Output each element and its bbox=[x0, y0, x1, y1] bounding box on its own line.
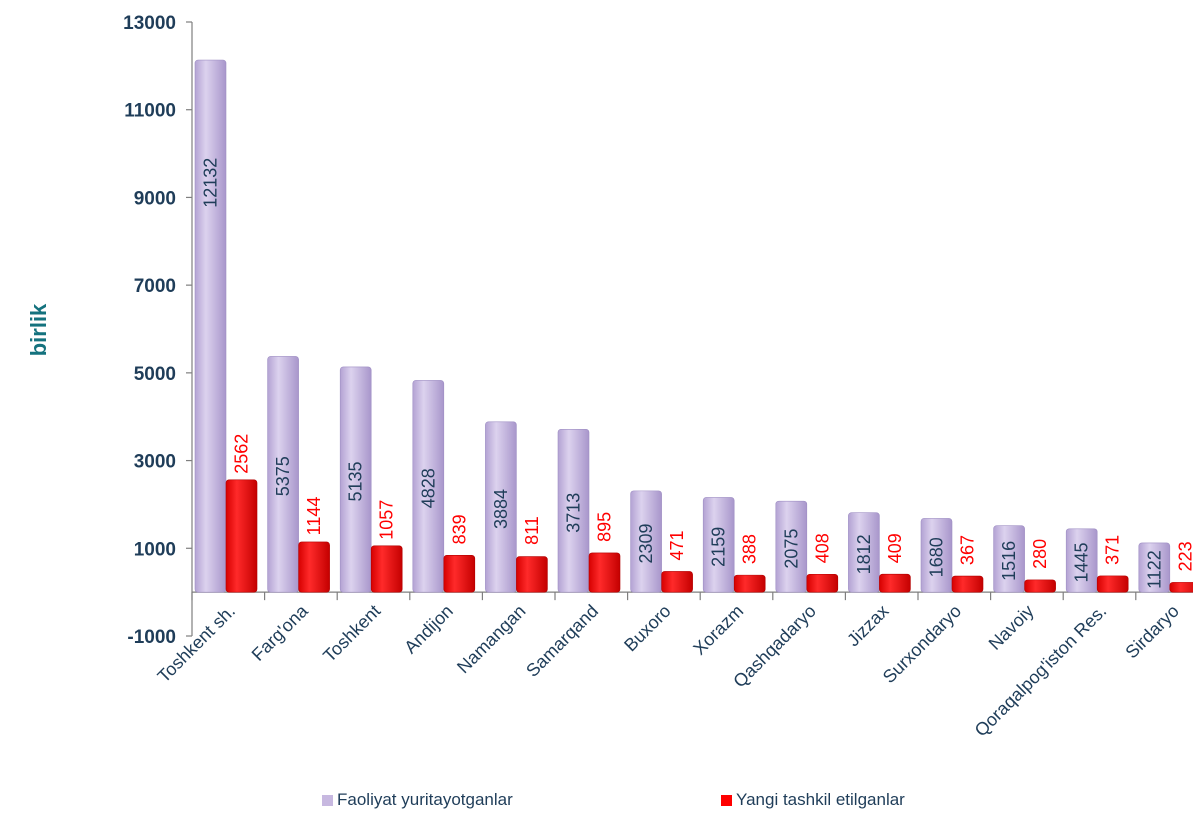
data-label-existing: 5375 bbox=[273, 456, 293, 496]
bar-existing bbox=[630, 490, 662, 593]
category-label: Xorazm bbox=[689, 601, 747, 659]
legend-label-existing: Faoliyat yuritayotganlar bbox=[337, 790, 513, 809]
bar-existing bbox=[993, 525, 1025, 593]
bar-existing bbox=[412, 380, 445, 593]
data-label-new: 409 bbox=[885, 533, 905, 563]
bar-new bbox=[951, 575, 984, 593]
data-label-existing: 3713 bbox=[564, 493, 584, 533]
data-label-existing: 12132 bbox=[201, 158, 221, 208]
bar-new bbox=[879, 573, 911, 593]
bar-new bbox=[298, 541, 330, 593]
bar-new bbox=[443, 555, 476, 593]
data-label-new: 2562 bbox=[232, 434, 252, 474]
category-label: Samarqand bbox=[522, 601, 602, 681]
bar-new bbox=[370, 545, 403, 593]
data-label-new: 408 bbox=[812, 533, 832, 563]
category-label: Toshkent bbox=[319, 601, 384, 666]
y-axis-title: birlik bbox=[26, 303, 51, 356]
data-label-new: 371 bbox=[1103, 535, 1123, 565]
y-tick-label: -1000 bbox=[127, 627, 176, 648]
bar-new bbox=[225, 479, 258, 593]
category-label: Sirdaryo bbox=[1121, 601, 1183, 663]
bar-existing bbox=[267, 356, 299, 593]
y-tick-label: 11000 bbox=[124, 101, 176, 122]
category-label: Navoiy bbox=[985, 601, 1038, 654]
data-label-new: 388 bbox=[740, 534, 760, 564]
category-label: Buxoro bbox=[620, 601, 674, 655]
data-label-new: 223 bbox=[1175, 541, 1193, 571]
data-label-new: 280 bbox=[1030, 539, 1050, 569]
bar-new bbox=[1096, 575, 1129, 593]
bar-new bbox=[1024, 579, 1056, 593]
category-label: Andijon bbox=[400, 601, 457, 658]
bar-existing bbox=[557, 429, 590, 593]
bar-existing bbox=[920, 518, 953, 593]
data-label-existing: 1445 bbox=[1072, 542, 1092, 582]
bar-new bbox=[1169, 582, 1193, 593]
bar-existing bbox=[702, 497, 735, 593]
data-label-existing: 3884 bbox=[491, 489, 511, 529]
data-label-existing: 2159 bbox=[709, 527, 729, 567]
data-label-new: 839 bbox=[449, 514, 469, 544]
category-label: Qoraqalpog'iston Res. bbox=[971, 601, 1111, 741]
legend-label-new: Yangi tashkil etilganlar bbox=[736, 790, 905, 809]
y-tick-label: 5000 bbox=[134, 364, 176, 385]
data-label-existing: 2075 bbox=[781, 529, 801, 569]
legend: Faoliyat yuritayotganlar Yangi tashkil e… bbox=[0, 790, 1193, 814]
data-label-existing: 2309 bbox=[636, 523, 656, 563]
data-label-new: 811 bbox=[522, 516, 542, 545]
data-label-existing: 5135 bbox=[346, 462, 366, 502]
data-label-existing: 1812 bbox=[854, 534, 874, 574]
legend-swatch-existing bbox=[322, 794, 333, 806]
bar-existing bbox=[848, 512, 880, 593]
bar-new bbox=[588, 552, 621, 593]
bar-existing bbox=[1065, 528, 1098, 593]
legend-swatch-new bbox=[721, 794, 732, 806]
y-tick-label: 3000 bbox=[134, 452, 176, 473]
data-label-new: 367 bbox=[958, 535, 978, 565]
y-tick-label: 7000 bbox=[134, 276, 176, 297]
y-tick-label: 1000 bbox=[134, 539, 176, 560]
bar-new bbox=[516, 556, 548, 593]
data-label-new: 1144 bbox=[304, 497, 324, 536]
data-label-new: 1057 bbox=[377, 500, 397, 540]
data-label-new: 471 bbox=[667, 530, 687, 560]
legend-item-existing: Faoliyat yuritayotganlar bbox=[322, 790, 513, 810]
bar-new bbox=[661, 571, 693, 593]
bar-existing bbox=[775, 500, 808, 593]
data-label-existing: 4828 bbox=[418, 468, 438, 508]
category-label: Farg'ona bbox=[248, 600, 313, 665]
bar-new bbox=[806, 573, 839, 593]
bar-existing bbox=[1138, 542, 1171, 593]
data-label-new: 895 bbox=[595, 512, 615, 542]
category-label: Namangan bbox=[453, 601, 529, 677]
category-label: Jizzax bbox=[843, 601, 893, 651]
data-label-existing: 1516 bbox=[999, 541, 1019, 581]
data-label-existing: 1680 bbox=[927, 537, 947, 577]
category-label: Surxondaryo bbox=[879, 601, 965, 687]
bar-existing bbox=[339, 366, 372, 593]
bar-existing bbox=[194, 59, 227, 593]
y-tick-label: 9000 bbox=[134, 188, 176, 209]
legend-item-new: Yangi tashkil etilganlar bbox=[721, 790, 905, 810]
bar-new bbox=[733, 574, 766, 593]
data-label-existing: 1122 bbox=[1144, 550, 1164, 589]
y-tick-label: 13000 bbox=[123, 13, 176, 34]
bar-existing bbox=[485, 421, 517, 593]
